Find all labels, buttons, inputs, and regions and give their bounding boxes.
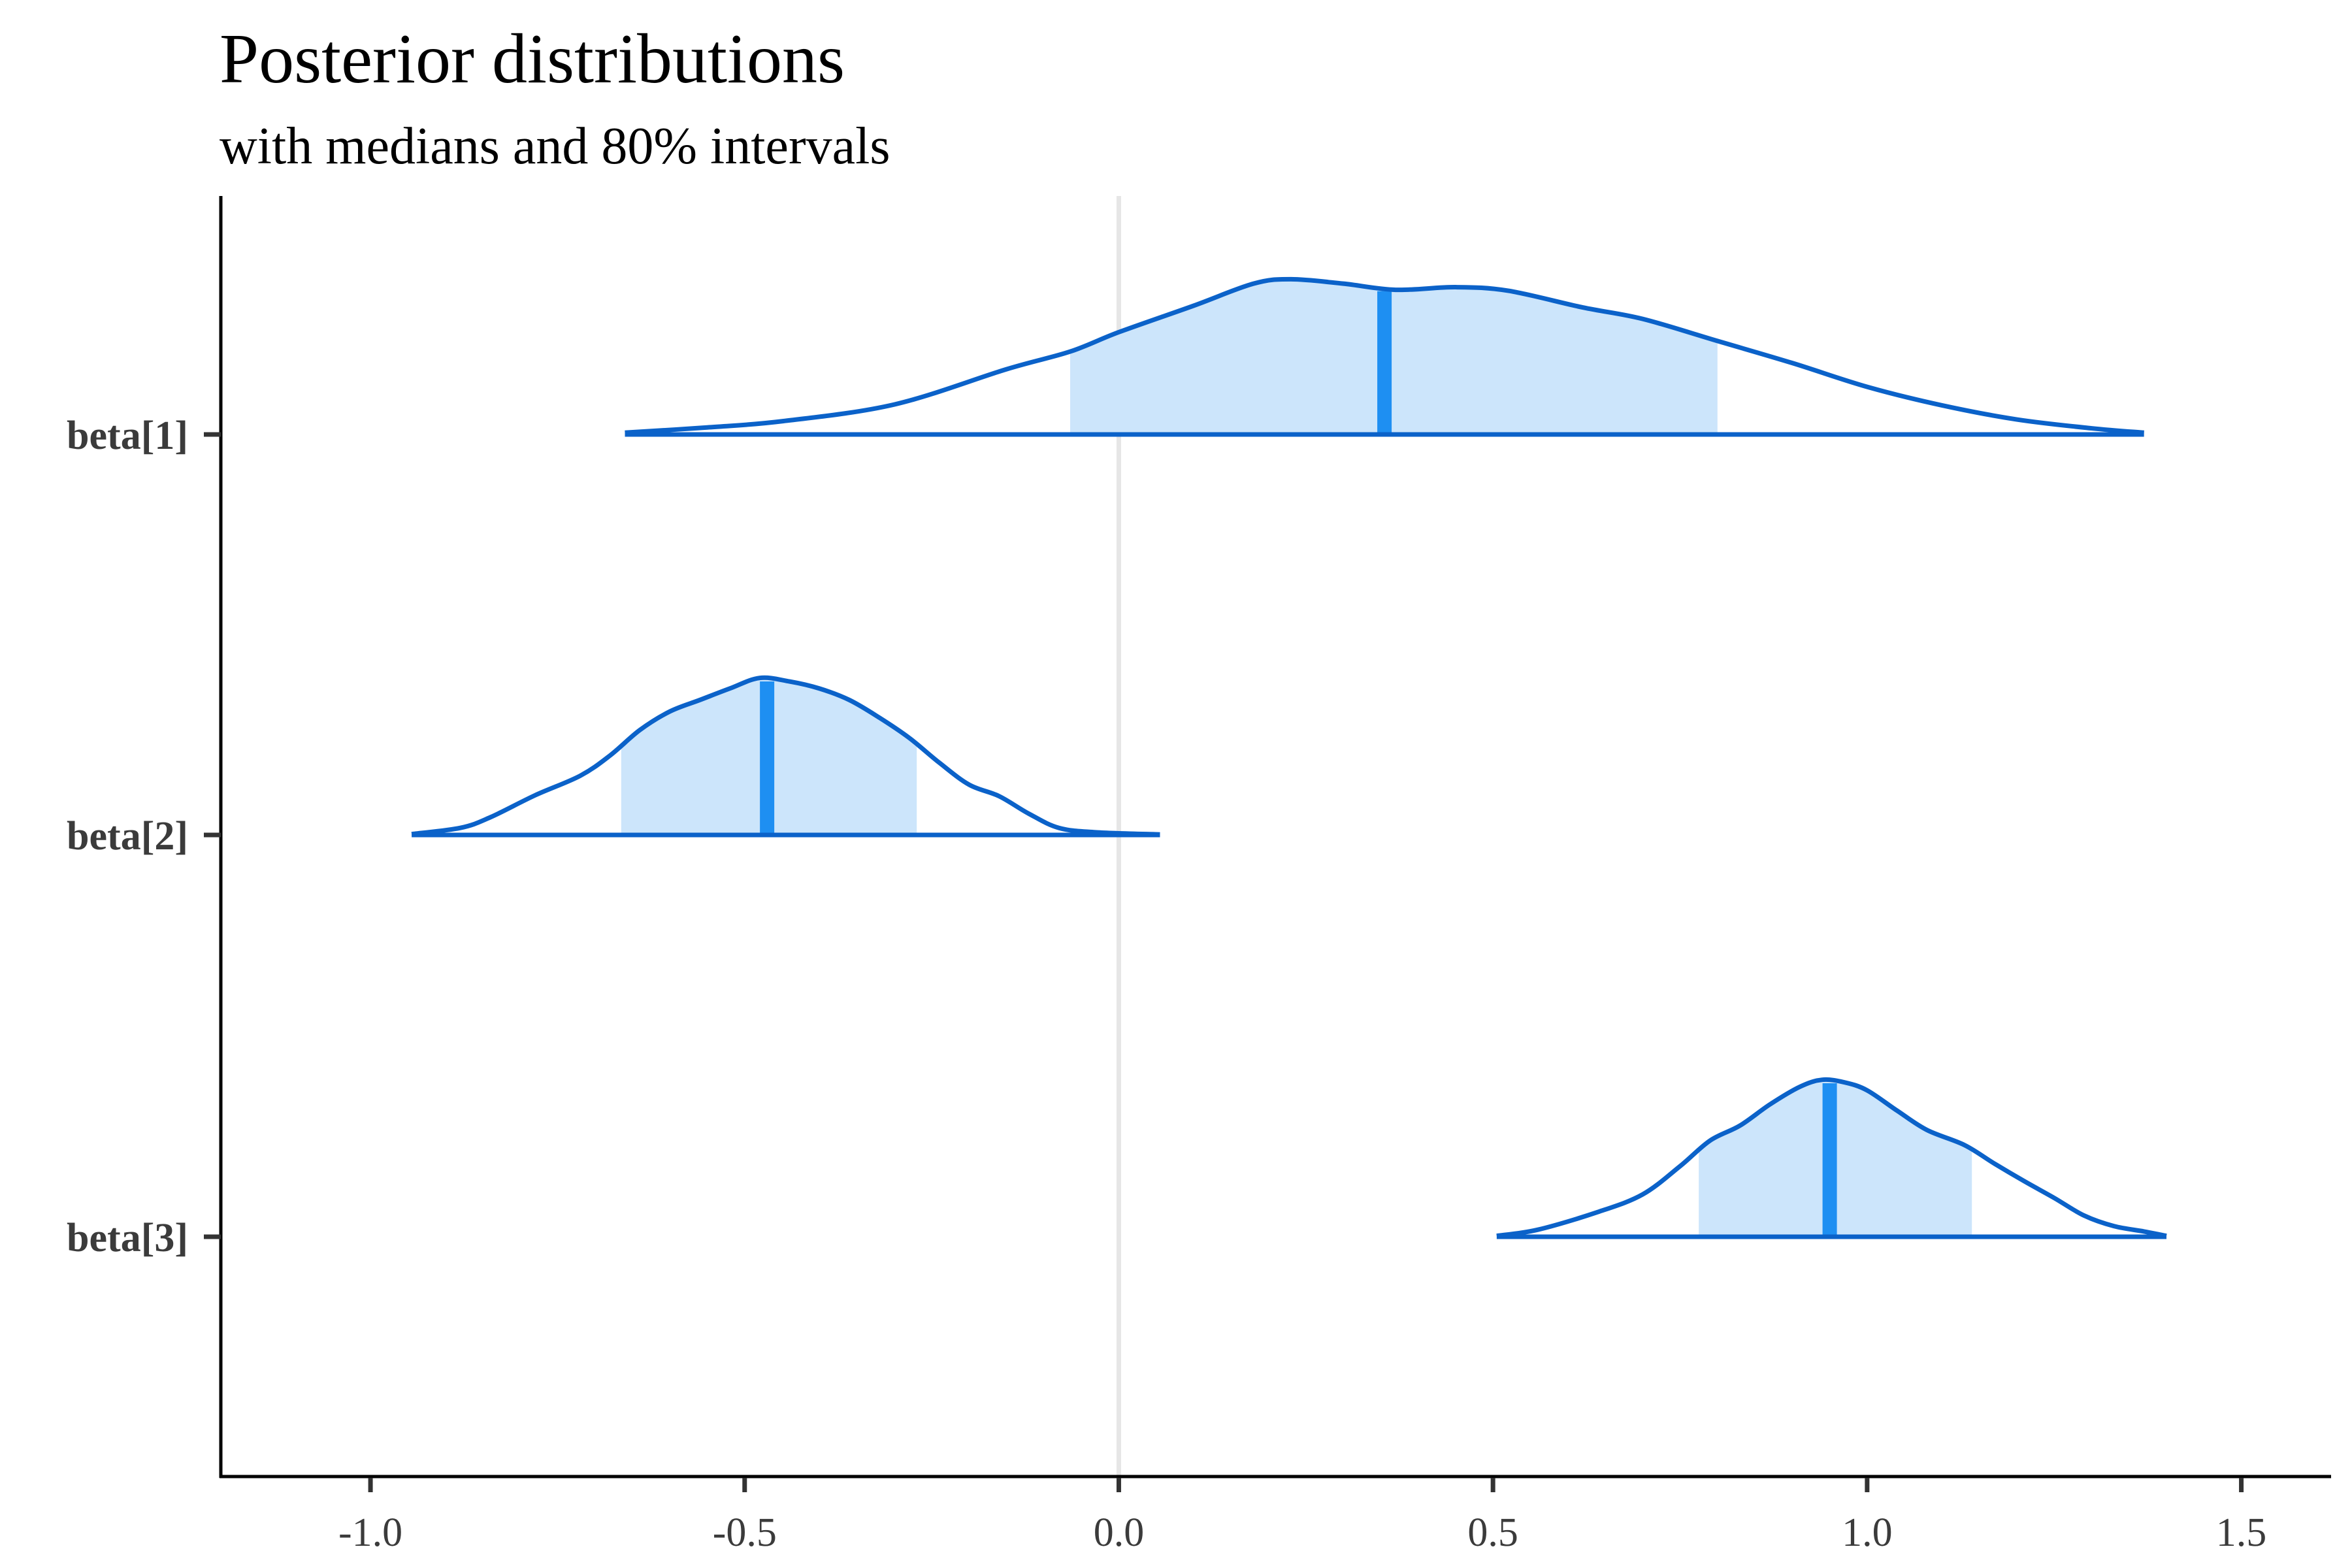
x-tick-label: -1.0	[338, 1511, 402, 1555]
ridges-group	[411, 276, 2167, 1239]
chart-title: Posterior distributions	[220, 20, 845, 98]
x-tick-label: -0.5	[713, 1511, 777, 1555]
y-tick-label: beta[1]	[67, 414, 188, 458]
x-tick-label: 0.0	[1094, 1511, 1145, 1555]
ridge-3	[1496, 1077, 2167, 1239]
y-tick-label: beta[3]	[67, 1216, 188, 1260]
y-tick-label: beta[2]	[67, 814, 188, 858]
x-tick-label: 0.5	[1467, 1511, 1518, 1555]
ridge-2	[411, 675, 1160, 838]
interval-80-area	[1070, 279, 1718, 434]
density-curve	[1496, 1077, 2167, 1239]
chart-subtitle: with medians and 80% intervals	[220, 118, 890, 175]
x-tick-label: 1.5	[2216, 1511, 2267, 1555]
ridge-1	[625, 276, 2144, 437]
x-tick-label: 1.0	[1842, 1511, 1893, 1555]
density-curve	[411, 675, 1160, 837]
density-curve	[625, 276, 2144, 435]
x-axis-ticks: -1.0 -0.5 0.0 0.5 1.0 1.5	[338, 1478, 2266, 1555]
y-axis-ticks: beta[1] beta[2] beta[3]	[67, 414, 221, 1260]
